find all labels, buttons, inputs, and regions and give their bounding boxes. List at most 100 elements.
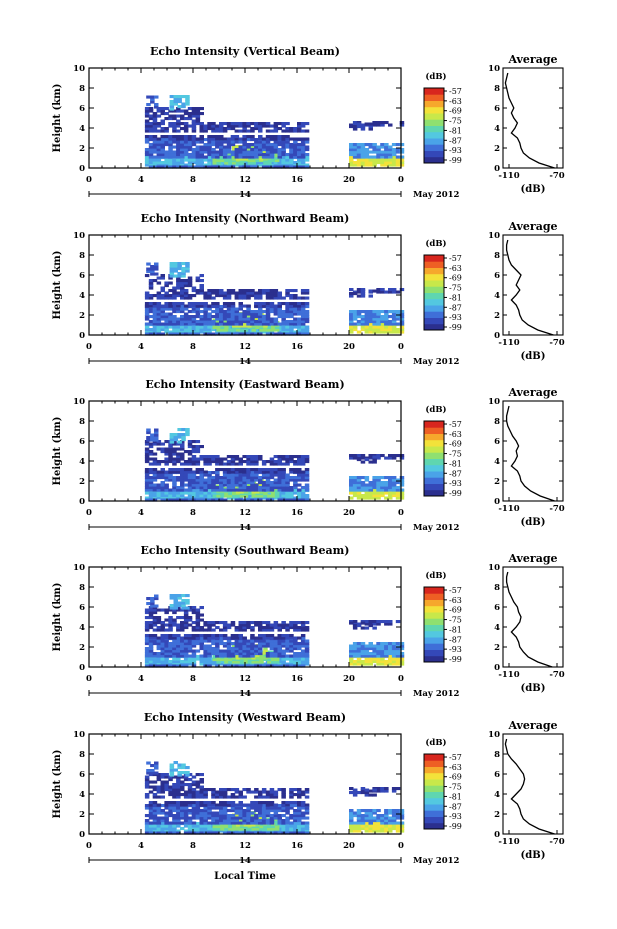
heatmap-cell [391, 481, 397, 485]
heatmap-cell [304, 153, 310, 157]
heatmap-cell [160, 829, 165, 833]
heatmap-cell [243, 328, 249, 332]
heatmap-cell [226, 644, 232, 648]
heatmap-cell [219, 320, 224, 324]
heatmap-cell [258, 296, 263, 300]
heatmap-cell [211, 135, 216, 139]
heatmap-cell [191, 450, 197, 454]
heatmap-cell [250, 639, 255, 643]
heatmap-cell [356, 654, 362, 658]
heatmap-cell [372, 496, 377, 500]
heatmap-cell [281, 660, 286, 664]
heatmap-cell [360, 310, 366, 314]
heatmap-cell [222, 470, 228, 474]
heatmap-cell [215, 473, 220, 477]
heatmap-cell [297, 455, 302, 459]
heatmap-cell [384, 647, 389, 651]
heatmap-cell [187, 158, 193, 162]
heatmap-cell [238, 476, 243, 480]
heatmap-cell [172, 649, 177, 653]
heatmap-cell [230, 634, 236, 638]
heatmap-cell [164, 496, 169, 500]
heatmap-cell [300, 639, 306, 643]
heatmap-cell [222, 302, 228, 306]
x-tick-label: 12 [239, 508, 251, 518]
colorbar-tick-label: -87 [449, 469, 462, 478]
heatmap-cell [222, 457, 228, 461]
heatmap-cell [352, 488, 358, 492]
heatmap-cell [246, 322, 251, 326]
heatmap-cell [235, 490, 241, 494]
heatmap-cell [254, 664, 259, 668]
heatmap-cell [356, 145, 362, 149]
heatmap-cell [148, 124, 154, 128]
heatmap-cell [304, 332, 310, 336]
heatmap-cell [148, 452, 154, 456]
heatmap-cell [250, 473, 255, 477]
heatmap-cell [349, 292, 354, 296]
heatmap-cell [356, 155, 362, 159]
heatmap-cell [356, 496, 362, 500]
heatmap-cell [176, 442, 181, 446]
heatmap-cell [230, 317, 236, 321]
heatmap-cell [226, 481, 232, 485]
heatmap-cell [207, 127, 212, 131]
heatmap-cell [388, 148, 393, 152]
heatmap-cell [219, 312, 224, 316]
heatmap-cell [259, 660, 264, 664]
heatmap-cell [242, 486, 247, 490]
heatmap-cell [364, 330, 370, 334]
heatmap-cell [191, 662, 197, 666]
heatmap-cell [180, 642, 185, 646]
average-y-tick-label: 4 [494, 291, 500, 301]
heatmap-cell [289, 634, 294, 638]
heatmap-cell [273, 473, 279, 477]
heatmap-cell [269, 289, 275, 293]
heatmap-cell [234, 664, 240, 668]
heatmap-cell [234, 137, 240, 141]
heatmap-cell [238, 304, 243, 308]
heatmap-cell [195, 494, 201, 498]
heatmap-cell [391, 647, 397, 651]
heatmap-cell [297, 310, 302, 314]
heatmap-cell [300, 153, 306, 157]
heatmap-cell [246, 662, 251, 666]
heatmap-cell [234, 122, 240, 126]
heatmap-cell [156, 140, 162, 144]
heatmap-cell [395, 654, 401, 658]
heatmap-cell [376, 148, 381, 152]
heatmap-cell [191, 332, 197, 336]
heatmap-cell [172, 639, 177, 643]
heatmap-cell [152, 442, 158, 446]
heatmap-cell [156, 165, 162, 169]
heatmap-cell [224, 825, 229, 829]
heatmap-cell [224, 658, 229, 662]
heatmap-cell [300, 496, 306, 500]
heatmap-cell [211, 140, 216, 144]
heatmap-cell [222, 829, 228, 833]
heatmap-cell [234, 639, 240, 643]
heatmap-cell [352, 626, 358, 630]
heatmap-cell [144, 322, 150, 326]
heatmap-cell [187, 824, 193, 828]
heatmap-cell [164, 470, 169, 474]
heatmap-cell [247, 823, 253, 827]
heatmap-cell [207, 829, 212, 833]
heatmap-cell [168, 652, 173, 656]
heatmap-cell [277, 155, 282, 159]
heatmap-cell [356, 662, 362, 666]
heatmap-cell [238, 129, 243, 133]
heatmap-cell [380, 647, 385, 651]
heatmap-cell [168, 317, 173, 321]
heatmap-cell [195, 153, 201, 157]
heatmap-cell [176, 452, 181, 456]
heatmap-cell [156, 107, 162, 111]
heatmap-cell [172, 135, 177, 139]
heatmap-cell [391, 148, 397, 152]
heatmap-cell [356, 288, 362, 292]
heatmap-cell [219, 637, 224, 641]
heatmap-cell [304, 494, 310, 498]
heatmap-cell [384, 328, 389, 332]
heatmap-cell [222, 483, 228, 487]
colorbar-tick-label: -93 [449, 313, 462, 322]
